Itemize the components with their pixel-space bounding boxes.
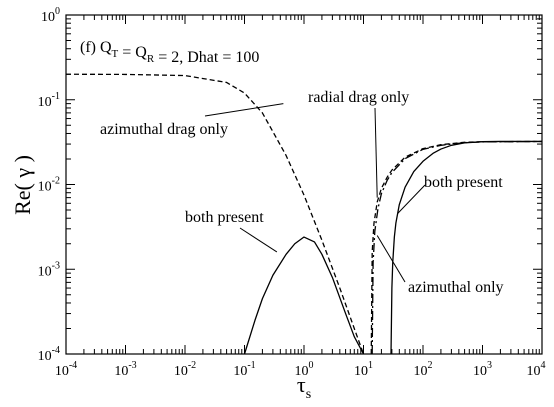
annotation-layer: azimuthal drag only radial drag only both … (100, 89, 504, 296)
series-layer (65, 73, 543, 355)
ticks (65, 14, 543, 355)
plot-frame (65, 14, 543, 355)
y-tick-label: 10-2 (38, 176, 60, 195)
series-both-present (390, 140, 542, 355)
annotation-leader-line (374, 107, 378, 198)
annotation-leader-line (376, 235, 406, 283)
y-tick-label: 10-4 (38, 345, 60, 364)
tick-labels: 10-4 10-3 10-2 10-1 100 101 102 103 104 10-4 10-3 1… (38, 6, 546, 379)
y-tick-label: 100 (41, 6, 60, 25)
annotation-leader-line (239, 227, 278, 253)
series-both-present (243, 236, 365, 355)
annotation-radial-drag-only: radial drag only (308, 89, 409, 106)
x-tick-label: 104 (527, 360, 546, 379)
annotation-both-present: both present (185, 209, 264, 226)
y-axis-label: Re( γ ) (10, 155, 35, 215)
x-tick-label: 100 (295, 360, 314, 379)
x-tick-label: 102 (414, 360, 433, 379)
x-axis-label: τs (297, 372, 311, 402)
series-azimuthal-only (371, 140, 543, 355)
x-tick-label: 10-3 (114, 360, 136, 379)
annotation-leader-line (204, 103, 284, 117)
x-tick-label: 10-4 (55, 360, 77, 379)
y-tick-label: 10-1 (38, 91, 60, 110)
panel-label: (f) QT = QR = 2, Dhat = 100 (80, 39, 259, 66)
y-tick-label: 10-3 (38, 260, 60, 279)
x-tick-label: 10-2 (174, 360, 196, 379)
x-tick-label: 10-1 (233, 360, 255, 379)
annotation-both-present: both present (424, 174, 503, 191)
annotation-azimuthal-drag-only: azimuthal drag only (100, 121, 228, 138)
series-azimuthal-drag-only (65, 73, 365, 355)
x-tick-label: 103 (473, 360, 492, 379)
annotation-leader-line (396, 184, 426, 215)
annotation-azimuthal-only: azimuthal only (408, 279, 504, 296)
x-tick-label: 101 (354, 360, 373, 379)
